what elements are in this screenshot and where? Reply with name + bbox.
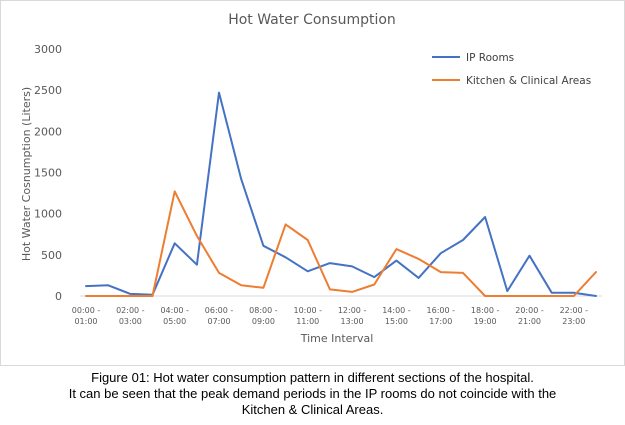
figure-caption: Figure 01: Hot water consumption pattern… [0, 370, 625, 418]
y-tick-label: 3000 [34, 43, 62, 56]
x-tick-label: 12:00 - [338, 306, 367, 315]
chart-title: Hot Water Consumption [228, 12, 396, 28]
x-tick-label: 06:00 - [205, 306, 234, 315]
x-tick-label: 15:00 [385, 317, 408, 326]
line-chart: Hot Water Consumption 0 500 1000 1500 2000 25… [20, 12, 602, 345]
x-axis-title: Time Interval [300, 332, 374, 345]
y-tick-label: 1000 [34, 208, 62, 221]
x-tick-label: 18:00 - [471, 306, 500, 315]
caption-line-2: It can be seen that the peak demand peri… [68, 386, 557, 401]
legend-label: Kitchen & Clinical Areas [466, 75, 591, 87]
x-tick-label: 11:00 [296, 317, 319, 326]
x-tick-label: 20:00 - [515, 306, 544, 315]
legend-label: IP Rooms [466, 52, 514, 64]
x-tick-label: 21:00 [518, 317, 541, 326]
x-tick-label: 23:00 [562, 317, 585, 326]
y-tick-label: 2500 [34, 84, 62, 97]
y-tick-label: 2000 [34, 125, 62, 138]
x-tick-label: 22:00 - [560, 306, 589, 315]
series-lines [85, 91, 597, 297]
x-tick-label: 08:00 - [249, 306, 278, 315]
x-tick-label: 07:00 [208, 317, 231, 326]
x-axis-ticks: 00:00 - 01:00 02:00 - 03:00 04:00 - 05:00 06:0… [72, 306, 588, 326]
y-tick-label: 0 [55, 290, 62, 303]
x-tick-label: 17:00 [429, 317, 452, 326]
x-tick-label: 03:00 [119, 317, 142, 326]
x-tick-label: 04:00 - [160, 306, 189, 315]
caption-line-1: Figure 01: Hot water consumption pattern… [91, 370, 534, 385]
x-tick-label: 19:00 [474, 317, 497, 326]
series-line-1 [85, 91, 597, 297]
x-tick-label: 14:00 - [382, 306, 411, 315]
caption-line-3: Kitchen & Clinical Areas. [241, 402, 384, 417]
x-tick-label: 05:00 [163, 317, 186, 326]
x-tick-label: 10:00 - [293, 306, 322, 315]
y-axis-title: Hot Water Cosnumption (Liters) [20, 87, 33, 261]
x-tick-label: 13:00 [341, 317, 364, 326]
x-tick-label: 01:00 [74, 317, 97, 326]
x-tick-label: 00:00 - [72, 306, 101, 315]
x-tick-label: 16:00 - [427, 306, 456, 315]
y-axis-ticks: 0 500 1000 1500 2000 2500 3000 [34, 43, 62, 303]
series-line-2 [85, 190, 597, 297]
legend: IP Rooms Kitchen & Clinical Areas [432, 52, 591, 87]
y-tick-label: 500 [41, 249, 62, 262]
y-tick-label: 1500 [34, 167, 62, 180]
x-tick-label: 02:00 - [116, 306, 145, 315]
x-tick-label: 09:00 [252, 317, 275, 326]
